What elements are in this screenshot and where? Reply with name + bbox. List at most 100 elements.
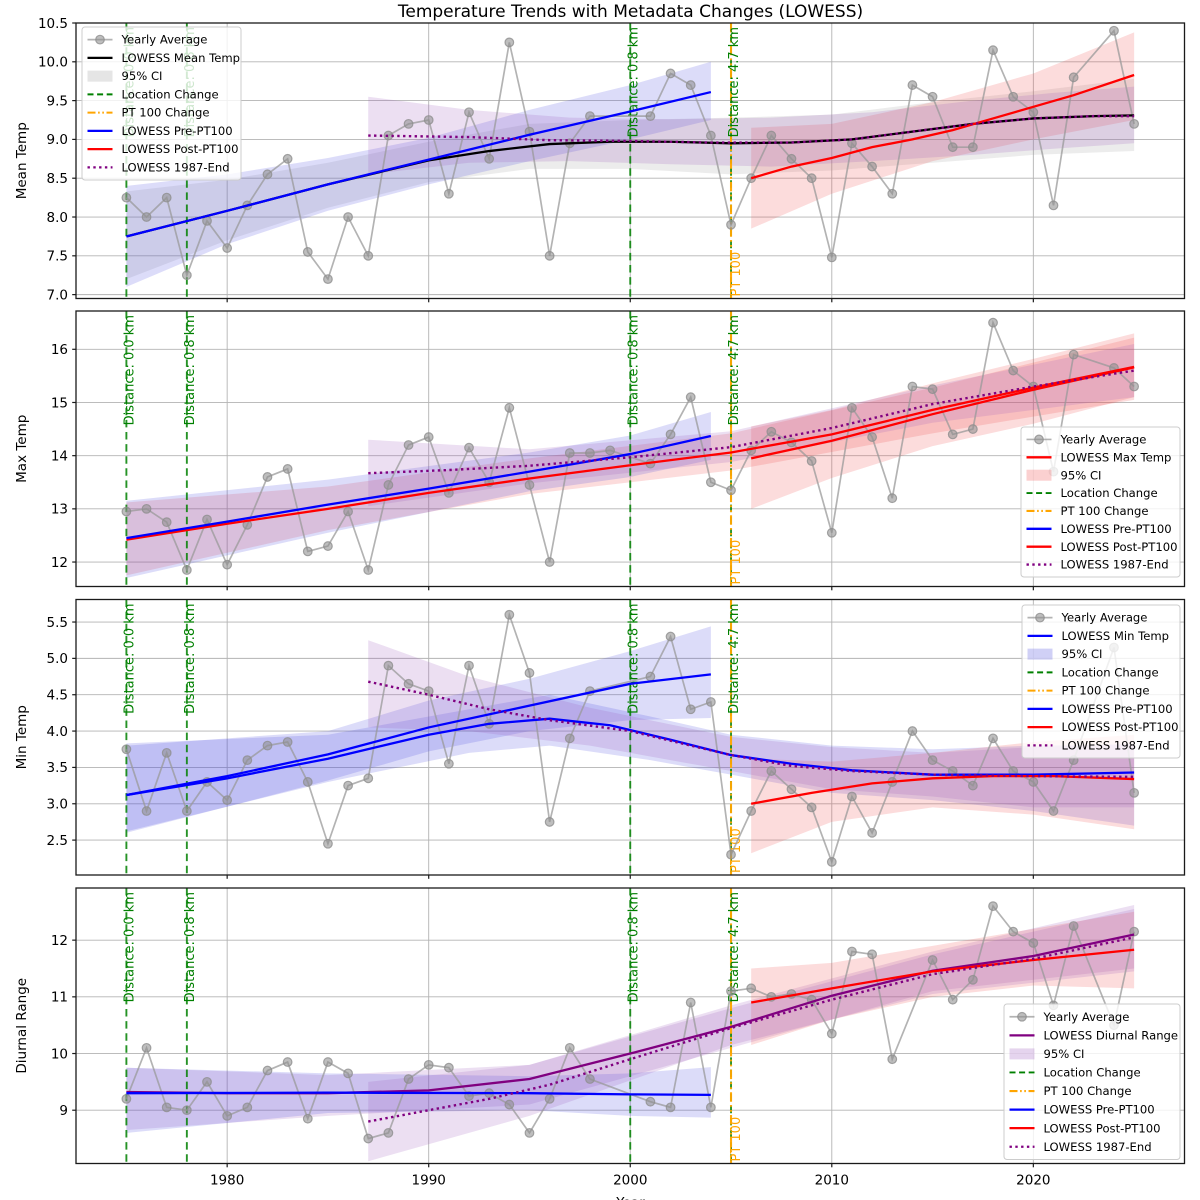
yearly-average-marker [121,506,132,517]
yearly-average-marker [967,424,978,434]
yearly-average-marker [363,565,374,575]
y-tick-label: 15 [51,395,68,411]
location-change-label: Distance: 0.8 km [626,604,641,714]
ci-band [126,1067,711,1133]
yearly-average-marker [343,212,353,222]
yearly-average-marker [967,780,978,791]
yearly-average-marker [363,1133,374,1144]
yearly-average-marker [544,250,555,261]
yearly-average-marker [665,1102,676,1113]
lowess-1987-end-line [368,369,1135,475]
location-change-label: Distance: 0.8 km [626,315,641,425]
x-tick-label: 1990 [412,1173,446,1189]
subplot-max-temp: Distance: 0.0 km Distance: 0.8 km Distance… [14,310,1186,591]
yearly-average-marker [685,80,696,90]
yearly-average-marker [403,118,414,129]
yearly-average-marker [423,1059,434,1070]
x-tick-label: 2020 [1016,1173,1050,1189]
yearly-average-marker [665,429,676,440]
yearly-average-marker [202,215,212,226]
yearly-average-marker [1129,381,1140,392]
yearly-average-marker [947,429,958,440]
legend: Yearly Average LOWESS Mean Temp 95% CI Loca… [81,26,242,181]
lowess-post-pt100-line [750,366,1135,460]
yearly-average-marker [1008,91,1019,102]
y-tick-label: 7.0 [47,287,68,303]
pt100-label: PT 100 [729,828,744,873]
yearly-average-marker [242,755,253,766]
yearly-average-marker [585,448,595,458]
y-axis-label: Diurnal Range [14,978,30,1074]
x-tick-label: 2000 [613,1173,647,1189]
yearly-average-marker [464,660,474,671]
yearly-average-marker [504,1099,515,1110]
yearly-average-marker [766,426,777,437]
yearly-average-marker [705,477,716,488]
yearly-average-marker [726,485,736,496]
yearly-average-marker [121,192,132,203]
legend-label: Location Change [1061,486,1158,500]
lowess-pre-pt100-line [126,90,712,238]
yearly-average-marker [826,527,837,538]
location-change-label: Distance: 0.8 km [183,604,198,714]
yearly-average-marker [1028,777,1039,787]
legend-label: PT 100 Change [1062,684,1150,698]
y-tick-label: 3.0 [47,797,68,813]
yearly-average-marker [262,472,273,482]
yearly-average-marker [826,1028,837,1039]
legend-label: Yearly Average [121,33,208,47]
yearly-average-marker [726,219,736,230]
yearly-average-marker [181,806,192,816]
y-tick-label: 8.0 [47,210,68,226]
yearly-average-marker [786,784,797,795]
yearly-average-marker [705,130,716,141]
y-tick-label: 10.5 [38,16,68,32]
chart-title: Temperature Trends with Metadata Changes… [397,2,864,22]
yearly-average-marker [403,440,414,450]
yearly-average-marker [464,107,474,118]
yearly-average-marker [1109,25,1119,36]
yearly-average-marker [504,37,515,48]
yearly-average-marker [363,773,374,784]
yearly-average-marker [202,514,212,525]
lowess-post-pt100-line [750,73,1135,180]
yearly-average-marker [423,432,434,442]
yearly-average-marker [967,142,978,153]
yearly-average-marker [222,795,233,806]
yearly-average-marker [847,946,857,957]
y-tick-label: 8.5 [47,171,68,187]
yearly-average-marker [907,381,918,392]
legend-swatch-ci [1026,469,1052,481]
x-tick-label: 2010 [815,1173,849,1189]
yearly-average-marker [524,480,535,490]
ci-band [126,905,1135,1131]
legend-label: LOWESS Post-PT100 [122,142,239,156]
legend-box [1020,426,1181,578]
yearly-average-marker [907,80,918,90]
yearly-average-marker [323,838,333,849]
yearly-average-marker [383,1127,394,1138]
yearly-average-marker [1048,200,1059,211]
legend-label: PT 100 Change [1061,504,1149,518]
yearly-average-marker [766,766,777,776]
location-change-label: Distance: 0.0 km [122,604,137,714]
yearly-average-marker [826,857,837,867]
legend-label: Location Change [122,87,219,101]
legend-label: LOWESS Post-PT100 [1044,1121,1161,1135]
y-axis-label: Mean Temp [14,122,30,199]
lowess-pre-pt100-line [126,673,712,797]
yearly-average-marker [645,671,656,682]
legend-marker-icon [1017,1011,1027,1022]
yearly-average-marker [786,153,797,164]
yearly-average-marker [665,68,676,79]
yearly-average-marker [403,678,414,689]
yearly-average-marker [161,747,172,758]
location-change-label: Distance: 0.8 km [626,892,641,1002]
location-change-label: Distance: 4.7 km [727,27,742,137]
yearly-average-marker [907,726,918,736]
pt100-label: PT 100 [729,252,744,297]
yearly-average-marker [1028,938,1039,948]
location-change-label: Distance: 0.8 km [183,315,198,425]
lowess-full-line [126,717,1135,797]
yearly-average-marker [282,153,293,164]
